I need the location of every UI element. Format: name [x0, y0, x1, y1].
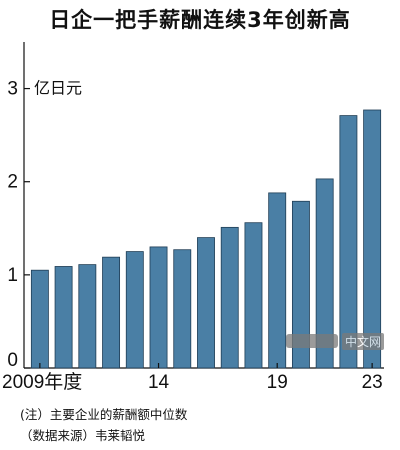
note-line: (注）主要企业的薪酬额中位数 [20, 407, 188, 422]
watermark-text: 中文网 [342, 332, 385, 350]
bar-2011 [78, 264, 97, 369]
notes: (注）主要企业的薪酬额中位数 （数据来源）韦莱韬悦 [20, 404, 187, 446]
bar-2020 [291, 200, 310, 369]
bar-2014 [149, 246, 168, 369]
bar-2012 [102, 256, 121, 369]
bar-2010 [54, 266, 73, 369]
watermark: 中文网 [286, 332, 386, 350]
note-line: （数据来源）韦莱韬悦 [20, 428, 146, 443]
bar-2023 [363, 109, 382, 369]
x-tick-label: 2009年度 [2, 371, 82, 393]
y-tick-label: 3 [7, 79, 18, 100]
x-ticks: 2009年度 14 19 23 [2, 363, 383, 393]
bar-2015 [173, 249, 192, 369]
bar-2018 [244, 222, 263, 369]
y-axis-unit-label: 亿日元 [34, 79, 82, 98]
bar-2022 [339, 115, 358, 369]
bar-2016 [197, 237, 215, 369]
bar-2019 [268, 192, 287, 369]
bar-2013 [125, 251, 144, 369]
x-tick-label: 14 [148, 372, 170, 393]
y-tick-label: 2 [7, 172, 18, 193]
bar-2017 [220, 226, 239, 369]
y-ticks: 0 1 2 3 [7, 79, 30, 371]
chart-title: 日企一把手薪酬连续3年创新高 [49, 8, 351, 32]
x-tick-label: 19 [267, 372, 288, 393]
bars [30, 109, 382, 369]
bar-2009 [30, 269, 49, 369]
y-tick-label: 0 [7, 350, 18, 371]
bar-2021 [315, 178, 334, 369]
watermark-logo-icon [286, 334, 338, 348]
y-tick-label: 1 [7, 265, 18, 286]
x-tick-label: 23 [362, 372, 383, 393]
